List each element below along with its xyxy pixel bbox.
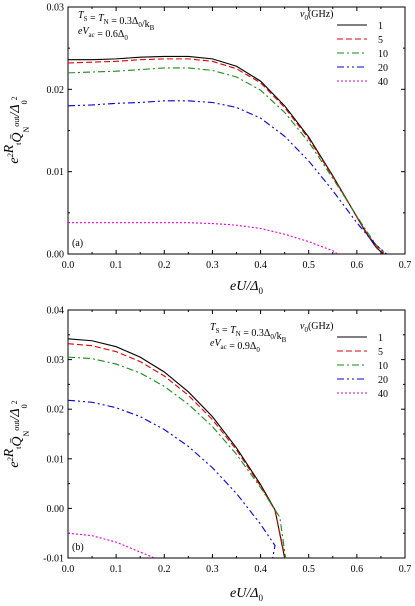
legend-label-10: 10 (378, 49, 388, 60)
chart-panel-a: 0.0 0.1 0.2 0.3 0.4 0.5 0.6 0.7 0.00 0.01 0.02 0.03… (2, 3, 411, 297)
x-tick-label: 0.5 (302, 260, 315, 271)
x-tick-label: 0.6 (351, 260, 364, 271)
legend-label-5: 5 (378, 347, 383, 358)
series-line-5ghz (68, 343, 286, 558)
series-line-10ghz (68, 356, 287, 558)
legend-label-1: 1 (378, 21, 383, 32)
legend-title: ν0(GHz) (300, 9, 334, 22)
y-tick-label: 0.01 (47, 167, 65, 178)
legend-title: ν0(GHz) (300, 321, 334, 334)
y-tick-label: 0.01 (47, 454, 65, 465)
annotation-voltage: eVac = 0.6Δ0 (78, 26, 128, 42)
x-tick-label: 0.4 (254, 260, 267, 271)
x-tick-label: 0.3 (206, 564, 219, 575)
legend-label-1: 1 (378, 333, 383, 344)
x-tick-label: 0.5 (302, 564, 315, 575)
x-tick-label: 0.4 (254, 564, 267, 575)
y-axis-label: e2RtQ̄Nout/Δ02 (2, 400, 31, 467)
legend-label-40: 40 (378, 389, 388, 400)
annotation-temperature: TS = TN = 0.3Δ0/kB (210, 322, 287, 344)
series-line-20ghz (68, 399, 276, 558)
legend-label-10: 10 (378, 361, 388, 372)
panel-label: (a) (72, 238, 83, 249)
x-tick-label: 0.7 (399, 564, 412, 575)
series-line-20ghz (68, 100, 388, 254)
panel-label: (b) (72, 542, 84, 553)
y-axis-label: e2RtQ̄Nout/Δ02 (2, 96, 31, 163)
x-tick-label: 0.3 (206, 260, 219, 271)
y-tick-label: 0.00 (47, 250, 65, 261)
x-tick-label: 0.2 (158, 260, 171, 271)
x-tick-label: 0.7 (399, 260, 412, 271)
series-line-40ghz (68, 222, 338, 254)
legend: ν0(GHz) 1 5 10 20 40 (300, 321, 388, 400)
y-tick-label: 0.02 (47, 85, 65, 96)
series-line-5ghz (68, 58, 385, 254)
x-tick-label: 0.1 (110, 260, 123, 271)
x-tick-label: 0.0 (62, 260, 75, 271)
annotation-voltage: eVac = 0.9Δ0 (210, 338, 260, 354)
legend-label-20: 20 (378, 375, 388, 386)
x-tick-label: 0.2 (158, 564, 171, 575)
y-tick-label: 0.02 (47, 405, 65, 416)
y-tick-label: 0.04 (47, 306, 65, 317)
x-tick-label: 0.6 (351, 564, 364, 575)
y-tick-label: 0.03 (47, 355, 65, 366)
annotation-temperature: TS = TN = 0.3Δ0/kB (78, 10, 155, 32)
x-tick-label: 0.1 (110, 564, 123, 575)
y-tick-label: 0.03 (47, 3, 65, 14)
y-tick-label: -0.01 (43, 554, 64, 565)
plot-frame (67, 6, 406, 255)
y-tick-label: 0.00 (47, 504, 65, 515)
legend-label-40: 40 (378, 77, 388, 88)
legend: ν0(GHz) 1 5 10 20 40 (300, 9, 388, 88)
legend-label-20: 20 (378, 63, 388, 74)
series-line-10ghz (68, 67, 387, 254)
chart-panel-b: 0.0 0.1 0.2 0.3 0.4 0.5 0.6 0.7 -0.01 0.00 0.01 0.0… (2, 306, 411, 604)
series-line-1ghz (68, 338, 286, 558)
x-axis-label: eU/Δ0 (230, 586, 263, 603)
x-axis-label: eU/Δ0 (230, 279, 263, 296)
series-line-40ghz (68, 532, 155, 558)
legend-label-5: 5 (378, 35, 383, 46)
x-tick-label: 0.0 (62, 564, 75, 575)
